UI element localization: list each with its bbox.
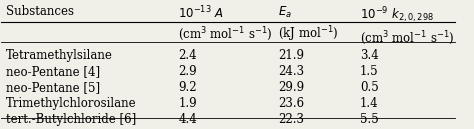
Text: Substances: Substances: [6, 5, 74, 18]
Text: neo-Pentane [4]: neo-Pentane [4]: [6, 65, 100, 78]
Text: 1.4: 1.4: [360, 97, 379, 110]
Text: $10^{-9}$ $k_{2,0,298}$
(cm$^3$ mol$^{-1}$ s$^{-1}$): $10^{-9}$ $k_{2,0,298}$ (cm$^3$ mol$^{-1…: [360, 5, 455, 47]
Text: neo-Pentane [5]: neo-Pentane [5]: [6, 81, 100, 94]
Text: 1.5: 1.5: [360, 65, 379, 78]
Text: 22.3: 22.3: [278, 113, 304, 126]
Text: Trimethylchlorosilane: Trimethylchlorosilane: [6, 97, 137, 110]
Text: 1.9: 1.9: [178, 97, 197, 110]
Text: 9.2: 9.2: [178, 81, 197, 94]
Text: 21.9: 21.9: [278, 49, 304, 62]
Text: 0.5: 0.5: [360, 81, 379, 94]
Text: 2.4: 2.4: [178, 49, 197, 62]
Text: tert.-Butylchloride [6]: tert.-Butylchloride [6]: [6, 113, 136, 126]
Text: 24.3: 24.3: [278, 65, 304, 78]
Text: $\mathit{E}_{a}$
(kJ mol$^{-1}$): $\mathit{E}_{a}$ (kJ mol$^{-1}$): [278, 5, 339, 44]
Text: Tetramethylsilane: Tetramethylsilane: [6, 49, 113, 62]
Text: 4.4: 4.4: [178, 113, 197, 126]
Text: 3.4: 3.4: [360, 49, 379, 62]
Text: 29.9: 29.9: [278, 81, 304, 94]
Text: 23.6: 23.6: [278, 97, 304, 110]
Text: 5.5: 5.5: [360, 113, 379, 126]
Text: $10^{-13}$ $A$
(cm$^3$ mol$^{-1}$ s$^{-1}$): $10^{-13}$ $A$ (cm$^3$ mol$^{-1}$ s$^{-1…: [178, 5, 273, 43]
Text: 2.9: 2.9: [178, 65, 197, 78]
